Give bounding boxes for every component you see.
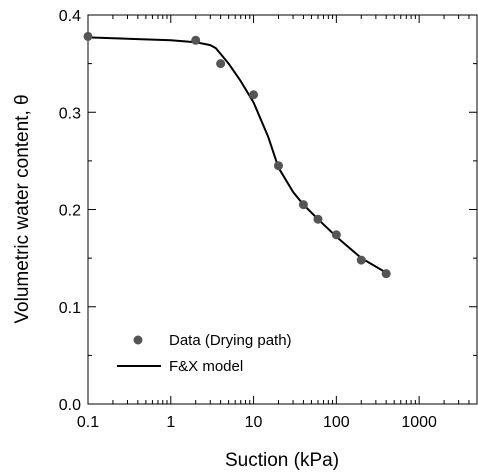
data-point [331, 230, 341, 240]
y-tick-label: 0.1 [59, 300, 81, 317]
y-tick-label: 0.2 [59, 203, 81, 220]
model-line-series [87, 36, 387, 274]
legend-marker-data [133, 335, 143, 345]
data-point [83, 31, 93, 41]
data-point [191, 35, 201, 45]
x-tick-label: 100 [323, 414, 350, 431]
model-curve [87, 36, 387, 274]
x-tick-label: 0.1 [77, 414, 99, 431]
x-tick-label: 10 [245, 414, 263, 431]
x-tick-label: 1000 [401, 414, 437, 431]
x-tick-labels: 0.1 1 10 100 1000 [77, 414, 437, 431]
data-point [273, 161, 283, 171]
y-tick-labels: 0.0 0.1 0.2 0.3 0.4 [59, 8, 81, 414]
data-point [216, 59, 226, 69]
legend-label-data: Data (Drying path) [169, 332, 292, 349]
y-tick-label: 0.4 [59, 8, 81, 25]
data-point-series [83, 31, 391, 279]
axis-ticks [87, 14, 478, 405]
y-axis-title: Volumetric water content, θ [12, 94, 33, 323]
data-point [356, 255, 366, 265]
data-point [381, 269, 391, 279]
y-tick-label: 0.0 [59, 397, 81, 414]
data-point [313, 214, 323, 224]
x-tick-label: 1 [166, 414, 175, 431]
data-point [249, 90, 259, 100]
y-tick-label: 0.3 [59, 105, 81, 122]
data-point [298, 200, 308, 210]
legend-label-model: F&X model [169, 358, 243, 375]
x-axis-title: Suction (kPa) [225, 450, 339, 471]
legend: Data (Drying path) F&X model [117, 332, 292, 375]
